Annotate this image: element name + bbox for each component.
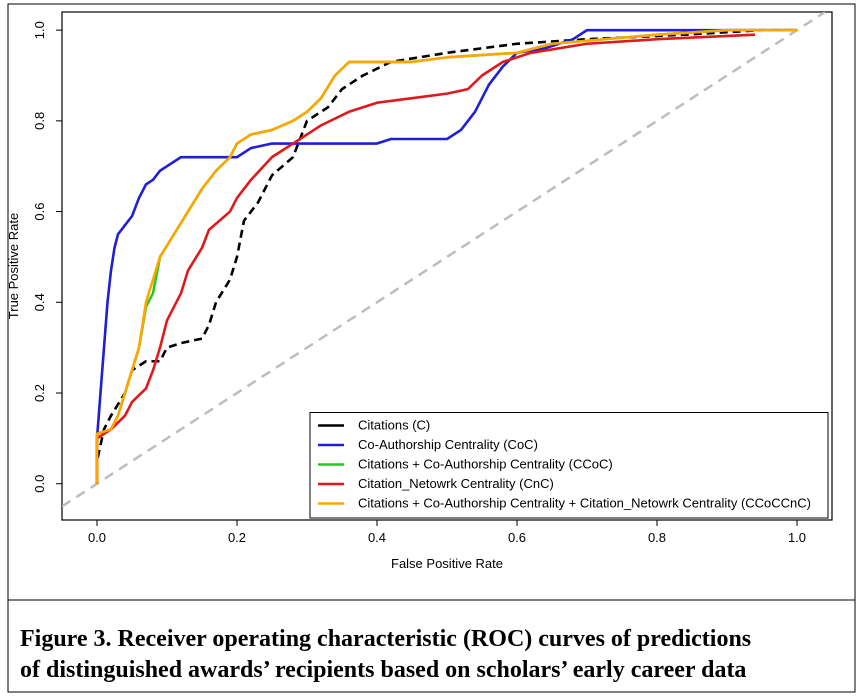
figure-frame xyxy=(7,3,856,693)
y-axis-title: True Positive Rate xyxy=(6,213,21,319)
y-tick-label: 0.4 xyxy=(32,293,47,311)
legend-label: Citations + Co-Authorship Centrality + C… xyxy=(358,496,811,511)
roc-curve xyxy=(95,33,756,484)
y-tick-label: 0.2 xyxy=(32,384,47,402)
x-tick-label: 0.0 xyxy=(88,530,106,545)
y-tick-label: 0.8 xyxy=(32,112,47,130)
caption-line: of distinguished awards’ recipients base… xyxy=(20,657,746,683)
x-tick-label: 0.2 xyxy=(228,530,246,545)
plot-frame xyxy=(61,11,833,521)
x-axis-title: False Positive Rate xyxy=(391,556,503,571)
reference-diagonal xyxy=(62,12,826,508)
legend-label: Co-Authorship Centrality (CoC) xyxy=(358,437,538,452)
x-tick-label: 0.4 xyxy=(368,530,386,545)
x-tick-label: 0.6 xyxy=(508,530,526,545)
roc-curve xyxy=(95,28,797,484)
y-tick-label: 1.0 xyxy=(32,21,47,39)
legend-label: Citation_Netowrk Centrality (CnC) xyxy=(358,476,554,491)
y-tick-label: 0.6 xyxy=(32,203,47,221)
roc-curve xyxy=(95,28,797,484)
legend-label: Citations (C) xyxy=(358,418,430,433)
caption-line: Figure 3. Receiver operating characteris… xyxy=(20,626,751,652)
y-tick-label: 0.0 xyxy=(32,475,47,493)
legend-label: Citations + Co-Authorship Centrality (CC… xyxy=(358,457,613,472)
x-tick-label: 0.8 xyxy=(648,530,666,545)
plot-area xyxy=(62,12,826,508)
x-tick-label: 1.0 xyxy=(788,530,806,545)
legend-box xyxy=(309,412,829,519)
